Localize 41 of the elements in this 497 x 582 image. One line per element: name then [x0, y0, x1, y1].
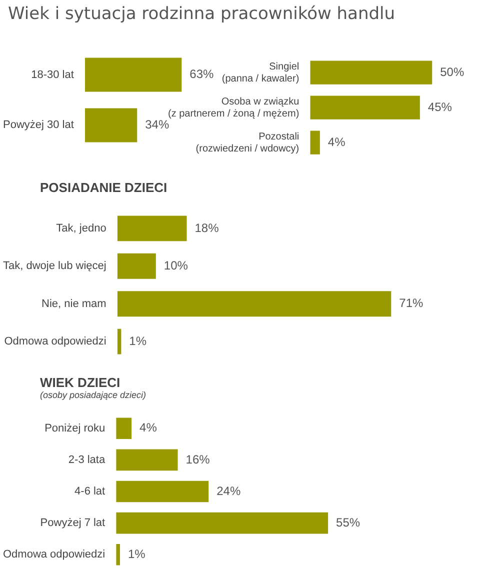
data-label: 1% [129, 334, 147, 348]
data-label: 16% [186, 452, 210, 466]
data-label: 71% [399, 296, 424, 310]
bar [116, 512, 328, 534]
bar [116, 544, 120, 566]
data-label: 34% [145, 118, 170, 132]
bar [116, 418, 132, 440]
bar [117, 291, 392, 317]
y-tick-label: Nie, nie mam [42, 298, 106, 310]
bar [117, 328, 122, 354]
y-tick-label: 18-30 lat [31, 68, 74, 81]
y-tick-label: 4-6 lat [74, 486, 106, 498]
data-label: 10% [164, 258, 188, 272]
data-label: 4% [328, 134, 346, 149]
y-tick-label: Tak, jedno [56, 222, 106, 234]
chart-title: WIEK DZIECI [40, 375, 120, 390]
chart-title: POSIADANIE DZIECI [40, 180, 168, 195]
data-label: 18% [194, 220, 220, 235]
data-label: 45% [428, 100, 452, 114]
y-tick-label: Odmowa odpowiedzi [2, 548, 106, 561]
y-tick-label: Pozostali (rozwiedzeni / wdowcy) [196, 131, 300, 154]
y-tick-label: Powyżej 30 lat [2, 119, 74, 132]
data-label: 1% [128, 546, 146, 561]
data-label: 63% [190, 67, 214, 82]
y-tick-label: 2-3 lata [68, 454, 106, 466]
bar [117, 253, 156, 279]
chart-title: Wiek i sytuacja rodzinna pracowników handlu [8, 4, 396, 24]
y-tick-label: Poniżej roku [44, 422, 106, 434]
y-tick-label: Tak, dwoje lub więcej [2, 260, 106, 272]
y-tick-label: Odmowa odpowiedzi [4, 336, 106, 348]
bar [116, 480, 209, 502]
y-tick-label: Osoba w związku (z partnerem / żoną / mężem) [168, 96, 300, 120]
bar [117, 216, 187, 242]
data-label: 50% [440, 64, 464, 79]
data-label: 4% [140, 420, 158, 435]
data-label: 55% [336, 515, 360, 530]
bar [116, 449, 178, 471]
y-tick-label: Powyżej 7 lat [40, 517, 106, 530]
chart-subtitle: (osoby posiadające dzieci) [40, 390, 146, 400]
data-label: 24% [216, 484, 241, 498]
y-tick-label: Singiel (panna / kawaler) [222, 61, 300, 84]
